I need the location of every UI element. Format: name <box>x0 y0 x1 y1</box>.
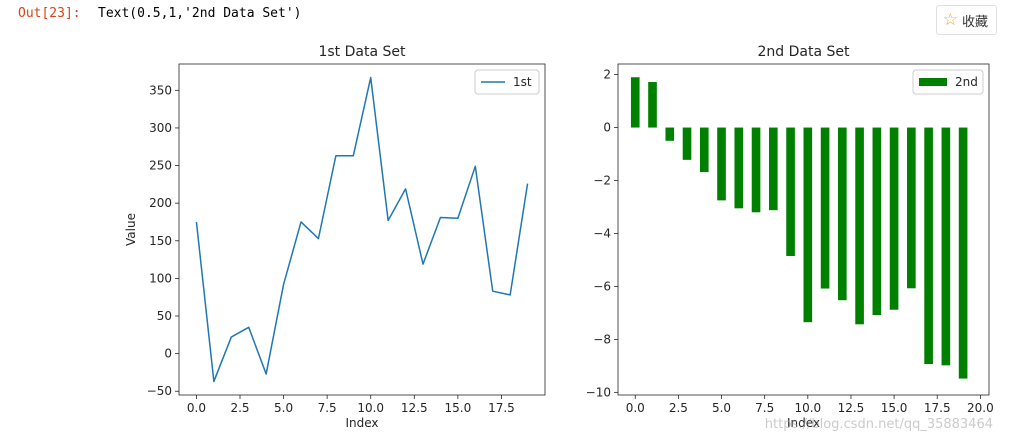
legend: 1st <box>474 69 540 95</box>
bar <box>958 127 968 379</box>
legend-box <box>474 69 540 95</box>
y-tick-label: 200 <box>149 196 172 210</box>
bar <box>699 127 709 173</box>
x-tick-label: 5.0 <box>712 401 731 415</box>
bar <box>924 127 933 365</box>
y-tick-label: −2 <box>593 174 611 188</box>
y-tick-label: 50 <box>157 309 172 323</box>
x-tick-label: 17.5 <box>488 401 515 415</box>
y-tick-label: −6 <box>593 279 611 293</box>
x-tick-label: 17.5 <box>924 401 951 415</box>
x-tick-label: 2.5 <box>669 401 688 415</box>
favorite-label: 收藏 <box>961 14 988 30</box>
x-axis-label: Index <box>787 416 820 430</box>
x-tick-label: 2.5 <box>230 401 249 415</box>
chart-2: 2nd Data Set 0.0 2.5 5.0 7.5 10.0 12.5 15.0 17.5… <box>586 44 994 430</box>
bar <box>786 127 795 256</box>
bar <box>768 127 778 211</box>
legend: 2nd <box>912 69 984 95</box>
x-tick-label: 12.5 <box>838 401 865 415</box>
legend-label: 1st <box>513 75 532 89</box>
bar <box>872 127 882 316</box>
y-axis-label: Value <box>124 213 138 246</box>
bar <box>907 127 916 289</box>
legend-box <box>912 69 984 95</box>
bar <box>889 127 899 310</box>
y-tick-label: 0 <box>603 121 611 135</box>
y-tick-label: 100 <box>149 271 172 285</box>
x-tick-label: 5.0 <box>274 401 293 415</box>
y-tick-label: −8 <box>593 332 611 346</box>
y-tick-label: 350 <box>149 83 172 97</box>
bar <box>803 127 813 323</box>
x-tick-label: 10.0 <box>357 401 384 415</box>
watermark: https://blog.csdn.net/qq_35883464 <box>764 417 993 432</box>
star-outline-icon: ☆ <box>942 9 958 30</box>
bar <box>630 77 640 128</box>
chart-title: 1st Data Set <box>318 44 406 60</box>
chart-1: 1st Data Set 0.0 2.5 5.0 7.5 10.0 12.5 15.0 17.5… <box>124 44 546 430</box>
favorite-button[interactable]: ☆ 收藏 <box>935 5 997 35</box>
y-tick-label: 250 <box>149 159 172 173</box>
x-tick-label: 7.5 <box>755 401 774 415</box>
bar <box>838 127 847 301</box>
bar <box>648 82 657 128</box>
y-tick-label: −10 <box>586 385 611 399</box>
x-tick-label: 7.5 <box>318 401 337 415</box>
y-tick-label: 300 <box>149 121 172 135</box>
x-tick-label: 0.0 <box>626 401 645 415</box>
bar <box>941 127 951 366</box>
x-tick-label: 20.0 <box>967 401 994 415</box>
bar <box>820 127 830 289</box>
output-prompt: Out[23]: <box>18 6 81 21</box>
legend-swatch <box>919 78 947 86</box>
output-text: Text(0.5,1,'2nd Data Set') <box>98 6 302 21</box>
x-tick-label: 0.0 <box>187 401 206 415</box>
y-tick-label: −50 <box>147 384 172 398</box>
bar <box>717 127 726 201</box>
bar <box>734 127 744 209</box>
y-tick-label: −4 <box>593 226 611 240</box>
x-tick-label: 10.0 <box>794 401 821 415</box>
y-tick-label: 150 <box>149 234 172 248</box>
bar <box>855 127 864 325</box>
x-tick-label: 15.0 <box>881 401 908 415</box>
y-tick-label: 2 <box>603 68 611 82</box>
bar <box>751 127 761 213</box>
legend-label: 2nd <box>955 75 978 89</box>
x-axis-label: Index <box>345 416 378 430</box>
chart-title: 2nd Data Set <box>758 44 850 60</box>
plot-frame <box>617 63 990 396</box>
y-tick-label: 0 <box>164 347 172 361</box>
series-line <box>195 76 529 383</box>
bar <box>665 127 675 141</box>
plot-frame <box>178 63 546 396</box>
bar <box>682 127 692 160</box>
x-tick-label: 12.5 <box>401 401 428 415</box>
x-tick-label: 15.0 <box>444 401 471 415</box>
